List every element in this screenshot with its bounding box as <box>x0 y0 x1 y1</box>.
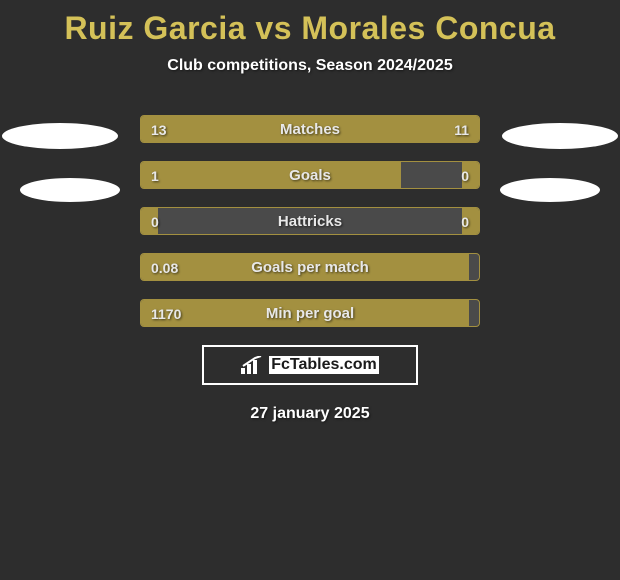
player-left-oval-2 <box>20 178 120 202</box>
stat-label: Hattricks <box>141 208 479 235</box>
stat-left-fill <box>141 208 158 234</box>
stat-row: 0Hattricks0 <box>140 207 480 235</box>
stat-left-fill <box>141 300 469 326</box>
subtitle: Club competitions, Season 2024/2025 <box>0 57 620 75</box>
date-label: 27 january 2025 <box>0 405 620 423</box>
stat-left-fill <box>141 162 401 188</box>
player-right-oval-2 <box>500 178 600 202</box>
page-title: Ruiz Garcia vs Morales Concua <box>0 0 620 47</box>
logo-box: FcTables.com <box>202 345 418 385</box>
stat-row: 1170Min per goal <box>140 299 480 327</box>
logo-text: FcTables.com <box>269 356 379 374</box>
stat-left-fill <box>141 254 469 280</box>
chart-icon <box>241 356 263 374</box>
stat-right-fill <box>462 162 479 188</box>
stat-left-fill <box>141 116 324 142</box>
stat-row: 1Goals0 <box>140 161 480 189</box>
stat-right-fill <box>462 208 479 234</box>
player-right-oval-1 <box>502 123 618 149</box>
stat-row: 13Matches11 <box>140 115 480 143</box>
stat-row: 0.08Goals per match <box>140 253 480 281</box>
player-left-oval-1 <box>2 123 118 149</box>
stat-right-fill <box>324 116 479 142</box>
